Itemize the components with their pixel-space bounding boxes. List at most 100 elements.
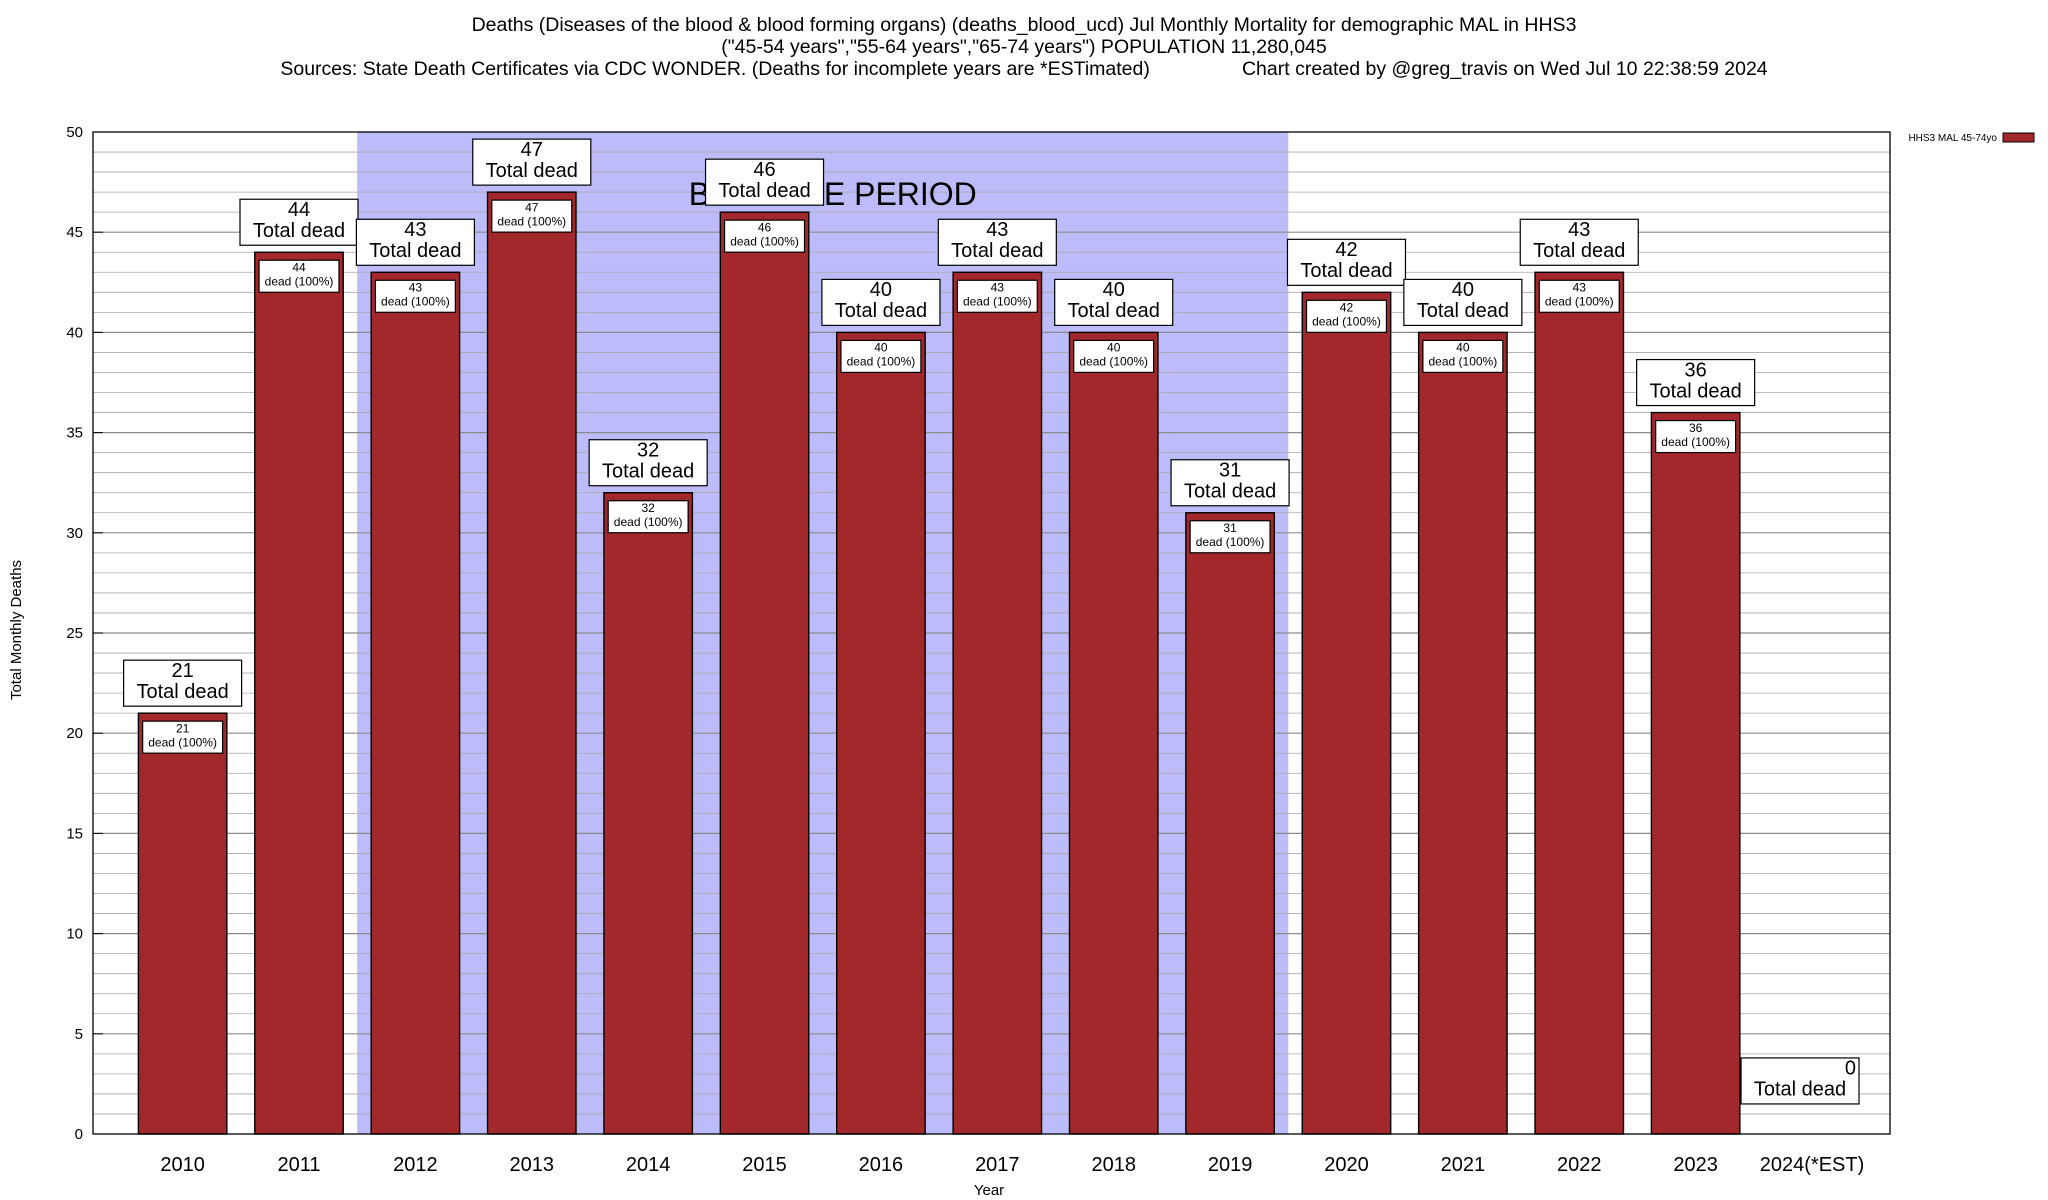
y-tick-label: 15	[66, 825, 83, 842]
credit-text: Chart created by @greg_travis on Wed Jul…	[1241, 58, 1768, 80]
top-label-2017-line: Total dead	[951, 240, 1043, 262]
inner-label-2013-line: dead (100%)	[497, 214, 566, 228]
inner-label-2021-line: dead (100%)	[1429, 355, 1498, 369]
top-label-2012-box	[355, 218, 475, 266]
inner-label-2012-line: dead (100%)	[381, 294, 450, 308]
y-tick-label: 0	[75, 1126, 83, 1143]
inner-label-2016-box	[840, 339, 922, 373]
y-tick-label: 30	[66, 525, 83, 542]
inner-label-2017-line: 43	[991, 280, 1005, 294]
inner-label-2018-line: 40	[1107, 341, 1121, 355]
inner-label-2023-line: 36	[1689, 421, 1703, 435]
x-tick-label: 2013	[510, 1154, 555, 1176]
inner-label-2019-box	[1189, 520, 1271, 554]
inner-label-2018-line: dead (100%)	[1079, 355, 1148, 369]
y-tick-label: 5	[75, 1026, 83, 1043]
inner-label-2011-box	[258, 259, 340, 293]
x-tick-label: 2011	[277, 1154, 320, 1176]
x-tick-label: 2021	[1441, 1154, 1486, 1176]
y-tick-label: 25	[66, 625, 83, 642]
inner-label-2011-line: dead (100%)	[265, 274, 334, 288]
top-label-2013-box	[472, 138, 592, 186]
x-tick-label: 2017	[975, 1154, 1020, 1176]
bar-2021	[1417, 331, 1508, 1135]
inner-label-2015-line: dead (100%)	[730, 234, 799, 248]
y-axis-label: Total Monthly Deaths	[8, 560, 25, 700]
top-label-2016-box	[821, 278, 941, 326]
top-label-2010-line: 21	[171, 660, 193, 682]
top-label-2020-box	[1286, 238, 1407, 286]
x-tick-label: 2022	[1557, 1154, 1602, 1176]
chart-titles: Deaths (Diseases of the blood & blood fo…	[0, 14, 2048, 80]
inner-label-2010-line: 21	[176, 721, 190, 735]
top-label-2012-line: Total dead	[369, 240, 461, 262]
inner-label-2020-line: 42	[1340, 301, 1354, 315]
bar-2017	[952, 271, 1043, 1135]
inner-label-2022-line: dead (100%)	[1545, 294, 1614, 308]
top-label-2012-line: 43	[404, 219, 426, 241]
top-label-2011-line: 44	[288, 199, 310, 221]
inner-label-2019-line: 31	[1223, 521, 1237, 535]
chart-source-line: Sources: State Death Certificates via CD…	[0, 58, 2048, 80]
bar-2010	[137, 712, 228, 1135]
top-label-2011-line: Total dead	[253, 220, 345, 242]
bar-2012	[370, 271, 461, 1135]
x-axis-label: Year	[974, 1182, 1004, 1199]
bar-2022	[1534, 271, 1625, 1135]
top-label-2015-box	[704, 158, 825, 206]
top-label-2016-line: 40	[870, 279, 892, 301]
inner-label-2013-line: 47	[525, 200, 539, 214]
x-tick-label: 2012	[393, 1154, 438, 1176]
x-tick-label: 2016	[859, 1154, 904, 1176]
y-tick-label: 40	[66, 324, 83, 341]
top-label-2023-line: Total dead	[1649, 380, 1741, 402]
top-label-2017-box	[937, 218, 1057, 266]
top-label-2013-line: 47	[521, 139, 543, 161]
inner-label-2020-line: dead (100%)	[1312, 315, 1381, 329]
x-tick-label: 2024(*EST)	[1760, 1154, 1865, 1176]
top-label-2014-box	[588, 439, 708, 487]
top-label-2014-line: Total dead	[602, 461, 694, 483]
top-label-2023-box	[1636, 358, 1756, 407]
top-label-2014-line: 32	[637, 440, 659, 462]
top-label-2020-line: 42	[1335, 239, 1357, 261]
top-label-2024(*EST)-line: Total dead	[1754, 1079, 1846, 1101]
inner-label-2018-box	[1073, 339, 1155, 373]
top-label-2010-box	[123, 659, 243, 707]
inner-label-2023-box	[1655, 419, 1737, 454]
top-label-2018-line: 40	[1103, 279, 1125, 301]
inner-label-2015-line: 46	[758, 220, 772, 234]
x-tick-label: 2018	[1091, 1154, 1136, 1176]
bar-2014	[603, 492, 694, 1135]
top-label-2024(*EST)-box	[1740, 1057, 1860, 1105]
bar-2011	[254, 251, 344, 1135]
legend-swatch	[2002, 132, 2035, 143]
top-label-2019-line: 31	[1219, 460, 1241, 482]
chart-title: Deaths (Diseases of the blood & blood fo…	[471, 14, 1577, 36]
y-tick-label: 35	[66, 425, 83, 442]
legend: HHS3 MAL 45-74yo	[1908, 132, 2035, 144]
top-label-2015-line: 46	[753, 159, 775, 181]
bar-2019	[1185, 512, 1276, 1135]
